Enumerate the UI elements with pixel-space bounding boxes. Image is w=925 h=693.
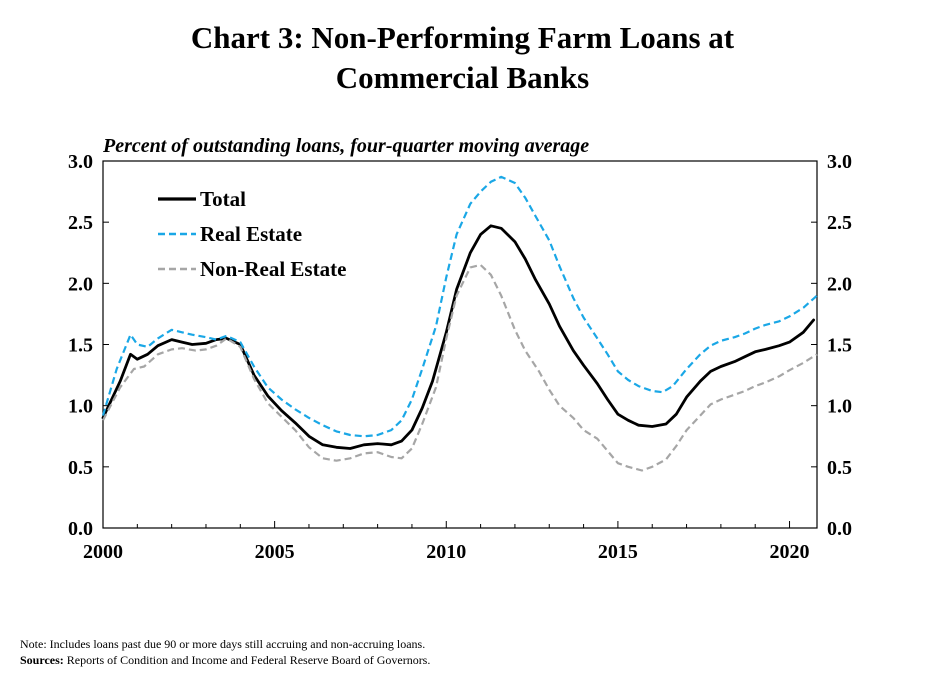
series-lines (101, 175, 818, 472)
legend-label-real-estate: Real Estate (200, 222, 302, 246)
x-tick-label: 2015 (598, 541, 638, 563)
x-tick-label: 2000 (83, 541, 123, 563)
y-tick-label-left: 2.5 (68, 212, 93, 234)
y-tick-label-right: 1.0 (827, 396, 852, 418)
y-tick-label-right: 0.5 (827, 457, 852, 479)
chart-title: Chart 3: Non-Performing Farm Loans at Co… (0, 18, 925, 98)
note-text: Note: Includes loans past due 90 or more… (20, 637, 426, 651)
y-tick-label-left: 2.0 (68, 273, 93, 295)
axis-ticks: 0.0 0.0 0.5 0.5 1.0 1.0 1.5 1.5 2.0 2.0 2.5 2.5 3.0 3… (68, 151, 852, 563)
y-tick-label-left: 3.0 (68, 151, 93, 173)
y-tick-label-left: 0.0 (68, 518, 93, 540)
chart-title-line-1: Chart 3: Non-Performing Farm Loans at (190, 20, 735, 55)
x-tick-label: 2020 (770, 541, 810, 563)
chart-notes: Note: Includes loans past due 90 or more… (20, 636, 430, 668)
y-tick-label-left: 1.5 (68, 335, 93, 357)
y-tick-label-right: 1.5 (827, 335, 852, 357)
sources-text: Reports of Condition and Income and Fede… (63, 653, 431, 667)
series-line-total (101, 224, 815, 450)
series-line-non-real-estate (102, 263, 818, 472)
x-tick-label: 2010 (426, 541, 466, 563)
y-tick-label-left: 1.0 (68, 396, 93, 418)
legend-label-total: Total (200, 187, 246, 211)
y-tick-label-right: 3.0 (827, 151, 852, 173)
x-tick-label: 2005 (255, 541, 295, 563)
y-axis-title: Percent of outstanding loans, four-quart… (102, 135, 589, 157)
y-tick-label-right: 0.0 (827, 518, 852, 540)
chart-title-line-2: Commercial Banks (335, 60, 590, 95)
plot-border (102, 160, 818, 529)
legend-label-non-real-estate: Non-Real Estate (200, 257, 346, 281)
sources-label: Sources: (20, 653, 64, 667)
y-tick-label-right: 2.0 (827, 273, 852, 295)
y-tick-label-left: 0.5 (68, 457, 93, 479)
legend: Total Real Estate Non-Real Estate (158, 187, 346, 281)
y-tick-label-right: 2.5 (827, 212, 852, 234)
series-line-real-estate (101, 175, 818, 438)
sources-line: Sources: Reports of Condition and Income… (20, 652, 430, 668)
plot-frame (102, 160, 818, 529)
